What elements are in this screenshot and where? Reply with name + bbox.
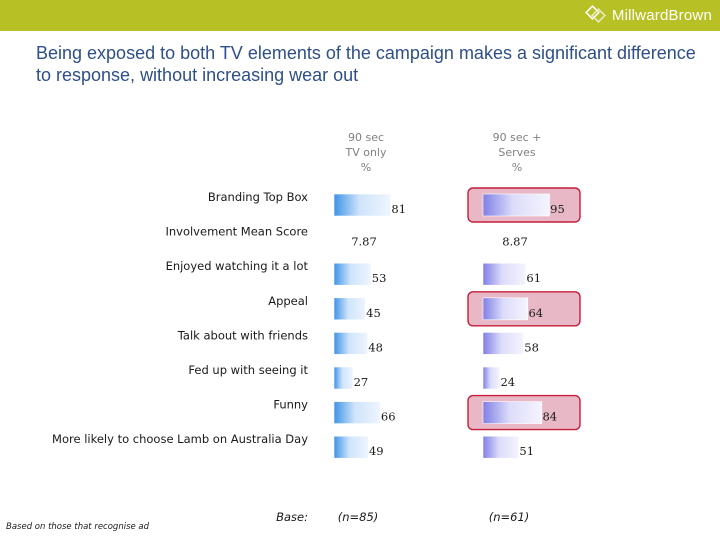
value-label-series-1: 48 (368, 340, 383, 354)
value-label-series-1: 81 (391, 202, 406, 216)
brand-logo-text: MillwardBrown (611, 6, 712, 24)
value-label-series-2: 95 (550, 202, 565, 216)
column-header-2-line-1: 90 sec + (493, 131, 542, 144)
value-label-series-1: 53 (372, 271, 387, 285)
bar-series-1 (333, 297, 366, 321)
value-label-series-1: 7.87 (351, 235, 377, 249)
bar-series-2 (482, 193, 550, 217)
column-header-1-line-2: TV only (344, 146, 386, 159)
bar-series-1 (333, 193, 392, 217)
bar-series-2 (482, 297, 529, 321)
bar-series-1 (333, 262, 372, 286)
base-value-column-2: (n=61) (489, 510, 530, 524)
value-label-series-2: 84 (542, 410, 557, 424)
bar-series-2 (482, 401, 543, 424)
value-label-series-2: 51 (519, 444, 534, 458)
value-label-series-1: 45 (366, 306, 381, 320)
brand-header-bar: MillwardBrown (0, 0, 720, 31)
bar-series-1 (333, 366, 354, 390)
base-value-column-1: (n=85) (338, 510, 379, 524)
footnote: Based on those that recognise ad (6, 522, 150, 532)
category-label: Appeal (268, 294, 308, 308)
column-header-2-line-2: Serves (498, 146, 536, 159)
value-label-series-2: 8.87 (502, 235, 528, 249)
category-label: Talk about with friends (177, 328, 308, 342)
value-label-series-1: 49 (369, 444, 384, 458)
millward-brown-logo-icon (584, 5, 606, 23)
category-label: Involvement Mean Score (165, 225, 308, 239)
category-label: Fed up with seeing it (188, 363, 308, 377)
value-label-series-2: 24 (500, 375, 515, 389)
bar-series-2 (482, 332, 524, 355)
bar-series-2 (482, 262, 527, 286)
value-label-series-1: 66 (381, 410, 396, 424)
bar-series-2 (482, 366, 501, 390)
brand-logo: MillwardBrown (584, 4, 712, 26)
column-header-1-line-3: % (361, 161, 371, 174)
category-label: Funny (273, 398, 308, 412)
bar-series-1 (333, 332, 368, 355)
page-title: Being exposed to both TV elements of the… (36, 43, 696, 85)
category-label: Branding Top Box (208, 190, 308, 204)
bar-series-1 (333, 401, 381, 424)
value-label-series-2: 58 (524, 340, 539, 354)
value-label-series-1: 27 (354, 375, 369, 389)
base-label: Base: (276, 510, 308, 524)
bar-series-2 (482, 435, 520, 459)
value-label-series-2: 61 (526, 271, 541, 285)
category-label: More likely to choose Lamb on Australia … (52, 432, 308, 446)
value-label-series-2: 64 (528, 306, 543, 320)
category-label: Enjoyed watching it a lot (166, 259, 309, 273)
bar-series-1 (333, 435, 369, 459)
column-header-1-line-1: 90 sec (348, 131, 384, 144)
column-header-2-line-3: % (512, 161, 522, 174)
